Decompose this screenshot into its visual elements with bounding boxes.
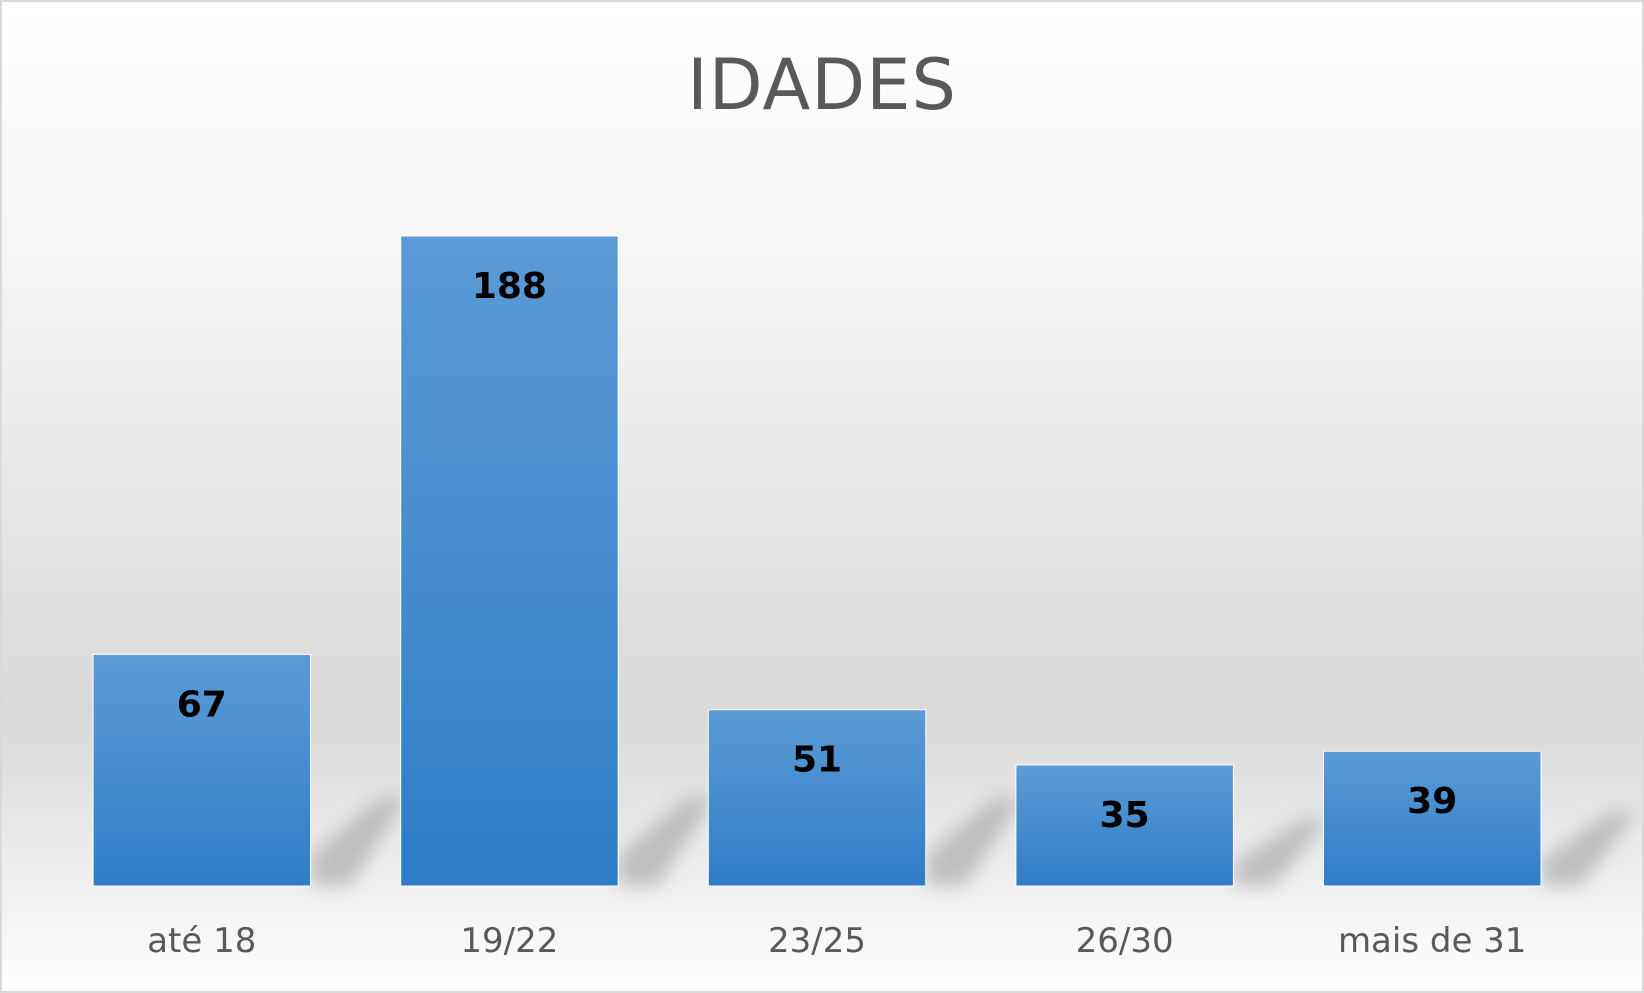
bar-shadow-3: [1233, 819, 1329, 886]
x-axis-tick-labels: até 18 19/22 23/25 26/30 mais de 31: [147, 921, 1526, 961]
x-tick-label-3: 26/30: [1076, 921, 1174, 961]
bar-2: [707, 709, 927, 887]
bar-value-label-2: 51: [792, 740, 842, 781]
bar-shadows: [310, 798, 1636, 886]
bar-shadow-0: [310, 798, 406, 886]
bar-value-label-0: 67: [177, 684, 227, 725]
bar-value-label-1: 188: [472, 266, 547, 307]
x-tick-label-1: 19/22: [460, 921, 558, 961]
x-tick-label-0: até 18: [147, 921, 256, 961]
bar-1: [400, 235, 619, 887]
chart-title: IDADES: [687, 44, 957, 126]
bar-0: [92, 653, 312, 887]
bar-3: [1015, 764, 1234, 887]
bar-shadow-1: [618, 798, 714, 886]
bar-shadow-2: [925, 798, 1021, 886]
bar-value-label-3: 35: [1100, 795, 1150, 836]
bar-4: [1323, 750, 1542, 887]
bar-value-label-4: 39: [1407, 781, 1457, 822]
x-tick-label-4: mais de 31: [1338, 921, 1527, 961]
bar-shadow-4: [1540, 811, 1636, 886]
value-labels: 67 188 51 35 39: [177, 266, 1458, 836]
bars: [92, 235, 1542, 887]
x-tick-label-2: 23/25: [768, 921, 866, 961]
